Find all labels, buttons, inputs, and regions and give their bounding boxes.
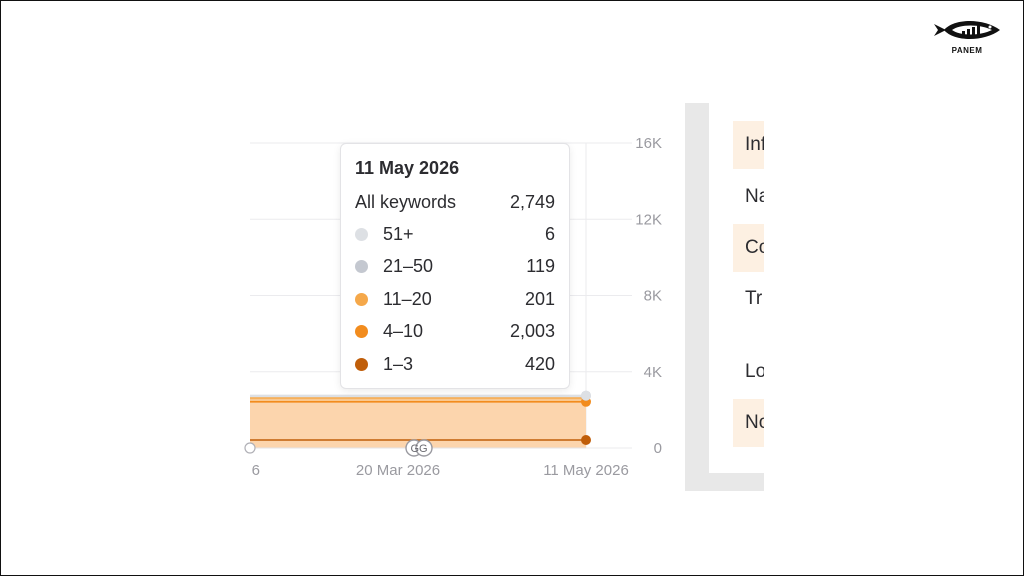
side-panel-cell[interactable]: Co [733, 224, 764, 272]
x-tick-label: 20 Mar 2026 [356, 462, 440, 479]
tooltip-total-row: All keywords 2,749 [355, 190, 555, 214]
tooltip-row-label: 1–3 [383, 353, 414, 374]
legend-dot-icon [355, 325, 368, 338]
tooltip-total-label: All keywords [355, 191, 457, 212]
annotation-marker-icon [244, 442, 256, 454]
brand-name: PANEM [951, 46, 983, 55]
y-tick-label: 16K [635, 135, 662, 152]
tooltip-row-value: 6 [544, 223, 555, 244]
chart-tooltip: 11 May 2026 All keywords 2,749 51+ 6 21–50… [340, 143, 570, 389]
tooltip-row: 4–10 2,003 [355, 320, 555, 344]
side-panel-cell[interactable]: Na [745, 186, 764, 207]
tooltip-row: 1–3 420 [355, 352, 555, 376]
side-panel-cell[interactable]: Tr [745, 288, 763, 309]
area-4–10 [250, 401, 586, 440]
tooltip-row-value: 201 [524, 288, 555, 309]
tooltip-row: 21–50 119 [355, 255, 555, 279]
tooltip-row-value: 2,003 [509, 321, 555, 341]
data-point [581, 390, 591, 401]
brand-logo: PANEM [932, 16, 1002, 60]
tooltip-date: 11 May 2026 [355, 158, 460, 178]
legend-dot-icon [355, 357, 368, 371]
tooltip-row-label: 51+ [383, 223, 414, 244]
y-tick-label: 8K [644, 288, 662, 305]
annotation-badge-icon [415, 439, 433, 457]
tooltip-row-value: 420 [524, 353, 555, 374]
tooltip-row: 51+ 6 [355, 222, 555, 246]
tooltip-total-value: 2,749 [509, 191, 555, 212]
tooltip-row-label: 11–20 [383, 288, 432, 309]
x-tick-label: 6 [252, 462, 260, 479]
legend-dot-icon [355, 292, 368, 306]
legend-dot-icon [355, 260, 368, 273]
data-point [581, 435, 591, 445]
annotation-badge-text: GG [410, 443, 427, 455]
tooltip-row-label: 21–50 [383, 256, 434, 276]
fish-logo-icon [934, 21, 1000, 39]
y-tick-label: 12K [635, 211, 662, 228]
side-panel-cell[interactable]: Inf [733, 121, 764, 169]
y-tick-label: 4K [644, 364, 662, 381]
tooltip-row-label: 4–10 [383, 321, 424, 341]
legend-dot-icon [355, 227, 368, 241]
side-panel-cell[interactable]: Lo [745, 361, 764, 382]
y-tick-label: 0 [654, 440, 662, 457]
x-tick-label: 11 May 2026 [543, 462, 629, 479]
tooltip-row: 11–20 201 [355, 287, 555, 311]
tooltip-row-value: 119 [526, 256, 555, 276]
side-panel-cell[interactable]: No [733, 399, 764, 447]
area-11–20 [250, 398, 586, 402]
